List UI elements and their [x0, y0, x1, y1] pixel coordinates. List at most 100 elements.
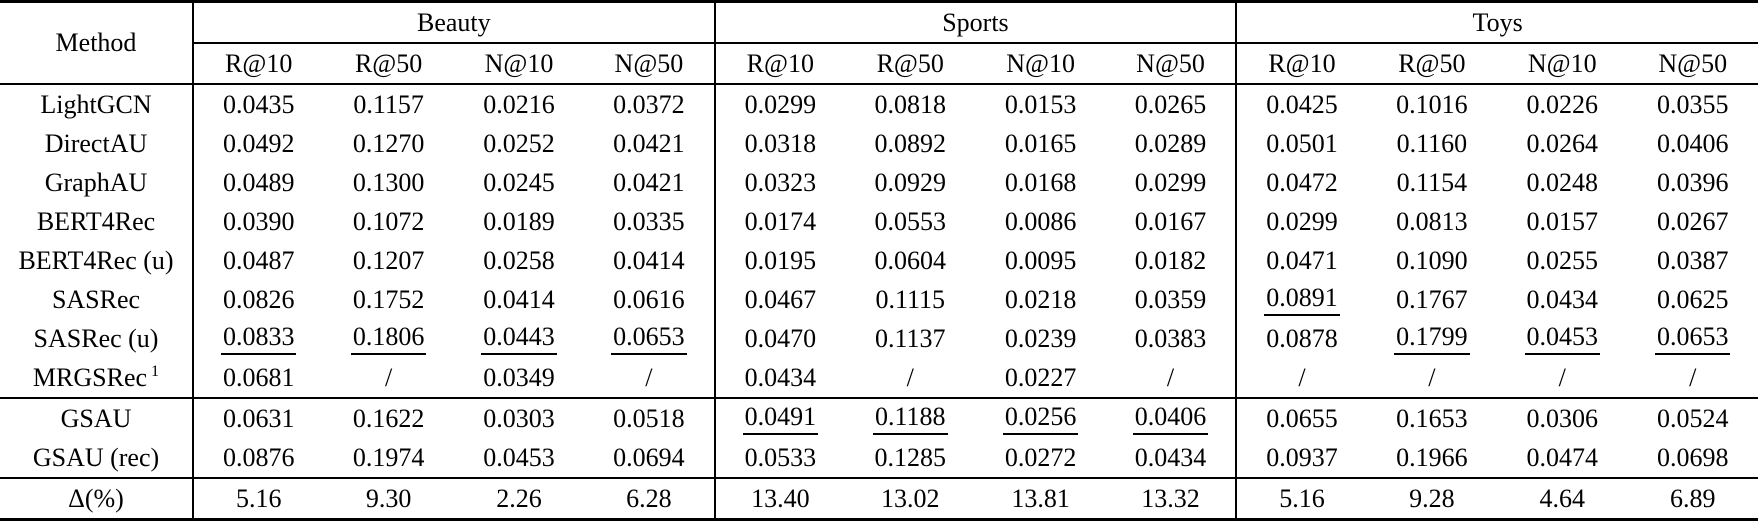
value-cell: 0.0182	[1134, 245, 1207, 275]
value-cell: 0.0406	[1656, 128, 1729, 158]
value-cell: 0.1799	[1367, 319, 1497, 358]
value-cell: 0.1154	[1396, 167, 1468, 197]
value-cell: 0.0245	[483, 167, 555, 197]
value-cell: 0.0694	[613, 442, 685, 472]
value-cell: 0.0813	[1396, 206, 1468, 236]
metric-header-cell: R@50	[323, 43, 454, 85]
metric-header-cell: N@50	[1105, 43, 1237, 85]
value-cell: /	[1558, 362, 1566, 392]
delta-value-cell: 6.89	[1627, 477, 1758, 521]
value-cell: 0.0489	[191, 163, 324, 202]
value-cell: 0.0467	[713, 280, 846, 319]
delta-value-cell: 5.16	[191, 477, 324, 521]
value-cell: 0.0434	[1134, 442, 1207, 472]
value-cell: /	[1166, 362, 1175, 392]
method-cell: SASRec (u)	[33, 323, 159, 353]
value-cell: 0.1207	[352, 245, 425, 275]
value-cell: 0.0349	[483, 362, 555, 392]
value-cell: 0.0218	[1004, 284, 1077, 314]
delta-value-cell: 4.64	[1497, 477, 1628, 521]
value-cell: 0.0372	[613, 89, 685, 119]
delta-row: Δ(%) 5.16 9.30 2.26 6.28 13.40 13.02 13.81 13.32…	[0, 477, 1758, 521]
value-cell: /	[1689, 362, 1697, 392]
value-cell: 0.0167	[1134, 206, 1207, 236]
value-cell: 0.1016	[1396, 89, 1468, 119]
value-cell: 0.0414	[613, 245, 685, 275]
value-cell: 0.0303	[453, 397, 585, 438]
value-cell: /	[384, 362, 393, 392]
value-cell: 0.0227	[1004, 362, 1077, 392]
value-cell: 0.0095	[1004, 245, 1077, 275]
value-cell: 0.1188	[845, 397, 976, 438]
value-cell: 0.1090	[1396, 245, 1468, 275]
table-row: BERT4Rec 0.0390 0.1072 0.0189 0.0335 0.0174 0.…	[0, 202, 1758, 241]
delta-value-cell: 9.28	[1366, 477, 1498, 521]
metric-header-cell: N@50	[1627, 43, 1758, 85]
value-cell: 0.0698	[1656, 442, 1729, 472]
delta-value-cell: 2.26	[453, 477, 585, 521]
value-cell: 0.0616	[613, 284, 685, 314]
delta-label-cell: Δ(%)	[0, 477, 193, 521]
value-cell: 0.0216	[483, 89, 555, 119]
value-cell: 0.0406	[1105, 397, 1237, 438]
table-row: GSAU (rec) 0.0876 0.1974 0.0453 0.0694 0.0533…	[0, 438, 1758, 478]
value-cell: 0.0653	[584, 319, 714, 358]
method-cell: MRGSRec 1	[32, 362, 160, 392]
value-cell: 0.0533	[713, 438, 846, 478]
table-row: DirectAU 0.0492 0.1270 0.0252 0.0421 0.0318 0.…	[0, 124, 1758, 163]
value-cell: 0.0826	[191, 280, 324, 319]
value-cell: 0.0289	[1134, 128, 1207, 158]
value-cell: 0.0818	[874, 89, 946, 119]
method-cell: GraphAU	[44, 167, 148, 197]
table-row: LightGCN 0.0435 0.1157 0.0216 0.0372 0.0299 0.…	[0, 84, 1758, 124]
value-cell: 0.0189	[483, 206, 555, 236]
value-cell: 0.0252	[483, 128, 555, 158]
value-cell: 0.0239	[1004, 323, 1077, 353]
group-header-beauty: Beauty	[192, 0, 715, 44]
value-cell: 0.0937	[1235, 438, 1367, 478]
value-cell: 0.0453	[1497, 319, 1627, 358]
value-cell: 0.0471	[1235, 241, 1367, 280]
value-cell: 0.0443	[454, 319, 584, 358]
method-cell: GSAU	[0, 397, 193, 438]
value-cell: 0.0255	[1526, 245, 1599, 275]
group-header-row: Method Beauty Sports Toys	[0, 0, 1758, 85]
value-cell: 0.1752	[352, 284, 425, 314]
value-cell: 0.0086	[1004, 206, 1077, 236]
value-cell: 0.1622	[323, 397, 454, 438]
delta-value-cell: 13.40	[713, 477, 846, 521]
value-cell: 0.0501	[1235, 124, 1367, 163]
value-cell: 0.1767	[1396, 284, 1468, 314]
value-cell: 0.0306	[1497, 397, 1628, 438]
value-cell: 0.0256	[975, 397, 1106, 438]
value-cell: 0.0153	[1004, 89, 1077, 119]
value-cell: 0.0323	[713, 163, 846, 202]
delta-value-cell: 13.02	[845, 477, 976, 521]
value-cell: 0.1974	[352, 442, 425, 472]
value-cell: 0.1285	[874, 442, 946, 472]
method-cell: SASRec	[51, 284, 141, 314]
footnote-marker: 1	[151, 362, 160, 380]
value-cell: 0.0272	[1004, 442, 1077, 472]
value-cell: 0.0396	[1656, 167, 1729, 197]
method-cell: BERT4Rec	[36, 206, 156, 236]
value-cell: 0.0414	[483, 284, 555, 314]
delta-value-cell: 9.30	[323, 477, 454, 521]
value-cell: 0.1806	[323, 319, 453, 358]
method-column-header: Method	[0, 0, 193, 85]
table-row: SASRec 0.0826 0.1752 0.0414 0.0616 0.0467 0.11…	[0, 280, 1758, 319]
value-cell: /	[1235, 358, 1367, 398]
method-cell: BERT4Rec (u)	[18, 245, 174, 275]
value-cell: 0.0258	[483, 245, 555, 275]
table-row: GraphAU 0.0489 0.1300 0.0245 0.0421 0.0323 0.0…	[0, 163, 1758, 202]
value-cell: 0.1072	[352, 206, 425, 236]
value-cell: /	[906, 362, 914, 392]
table-row: BERT4Rec (u) 0.0487 0.1207 0.0258 0.0414 0.01…	[0, 241, 1758, 280]
value-cell: 0.0876	[191, 438, 324, 478]
method-cell: LightGCN	[40, 89, 152, 119]
value-cell: 0.0248	[1526, 167, 1599, 197]
value-cell: 0.0318	[713, 124, 846, 163]
value-cell: 0.0226	[1526, 89, 1599, 119]
value-cell: 0.0833	[191, 319, 324, 358]
